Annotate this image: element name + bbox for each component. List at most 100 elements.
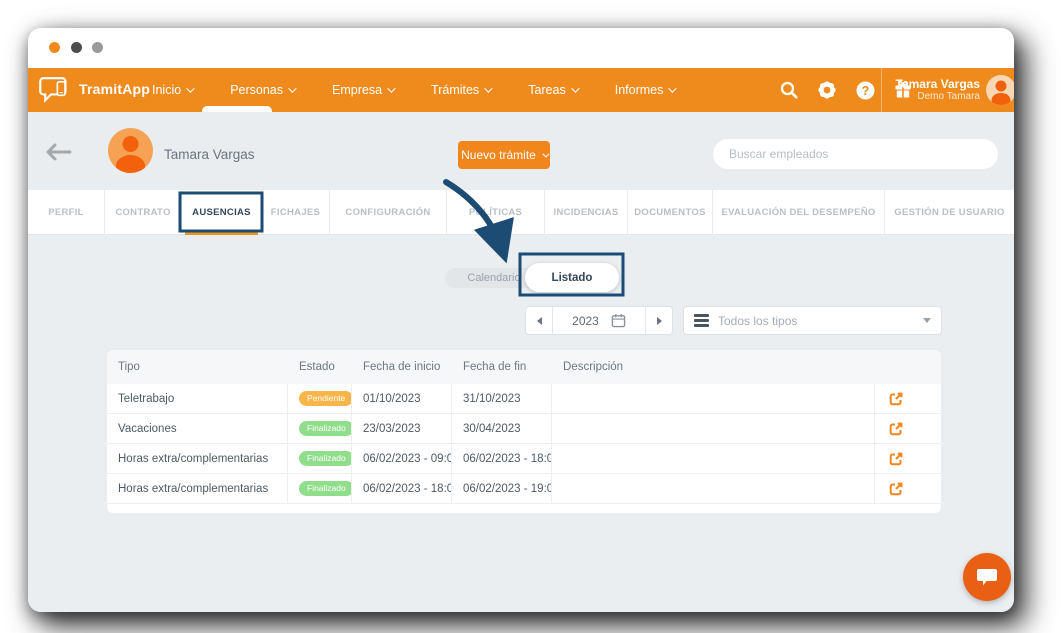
cell-estado: Finalizado bbox=[288, 474, 352, 503]
chevron-down-icon bbox=[668, 84, 678, 93]
cell-actions bbox=[875, 444, 941, 473]
year-selector: 2023 bbox=[525, 306, 673, 335]
employee-search-input[interactable] bbox=[713, 139, 998, 169]
tab-politicas[interactable]: POLÍTICAS bbox=[447, 190, 545, 235]
cell-fecha-inicio: 01/10/2023 bbox=[352, 384, 452, 413]
profile-tab-bar: PERFIL CONTRATO AUSENCIAS FICHAJES CONFI… bbox=[28, 190, 1014, 235]
left-triangle-icon bbox=[536, 316, 542, 325]
cell-actions bbox=[875, 474, 941, 503]
user-avatar[interactable] bbox=[986, 75, 1014, 105]
column-header-fecha-inicio: Fecha de inicio bbox=[363, 361, 441, 373]
profile-header: Tamara Vargas Nuevo trámite bbox=[28, 112, 1014, 190]
tab-configuracion[interactable]: CONFIGURACIÓN bbox=[330, 190, 447, 235]
cell-fecha-fin: 06/02/2023 - 18:00 bbox=[452, 444, 552, 473]
cell-tipo: Vacaciones bbox=[107, 414, 288, 443]
chat-bubble-icon bbox=[977, 569, 997, 586]
previous-year-button[interactable] bbox=[526, 307, 553, 334]
open-detail-icon[interactable] bbox=[888, 481, 904, 497]
open-detail-icon[interactable] bbox=[888, 451, 904, 467]
back-arrow-icon[interactable] bbox=[44, 142, 72, 167]
cell-tipo: Teletrabajo bbox=[107, 384, 288, 413]
cell-descripcion bbox=[552, 384, 875, 413]
chevron-down-icon bbox=[387, 84, 396, 93]
app-window: TramitApp Inicio Personas Empresa Trámit… bbox=[28, 28, 1014, 612]
gift-icon[interactable] bbox=[892, 79, 914, 101]
user-name: Tamara Vargas bbox=[895, 77, 981, 91]
chat-widget-button[interactable] bbox=[963, 553, 1011, 601]
navbar-icons: ? bbox=[778, 68, 914, 112]
tab-documentos[interactable]: DOCUMENTOS bbox=[628, 190, 713, 235]
status-badge: Finalizado bbox=[299, 421, 351, 436]
table-header-row: Tipo Estado Fecha de inicio Fecha de fin… bbox=[107, 350, 941, 384]
tab-perfil[interactable]: PERFIL bbox=[28, 190, 105, 235]
table-row: Teletrabajo Pendiente 01/10/2023 31/10/2… bbox=[107, 384, 941, 414]
column-header-estado: Estado bbox=[299, 361, 335, 373]
right-triangle-icon bbox=[656, 316, 662, 325]
gear-icon[interactable] bbox=[816, 79, 838, 101]
cell-fecha-inicio: 23/03/2023 bbox=[352, 414, 452, 443]
type-filter-dropdown[interactable]: Todos los tipos bbox=[683, 306, 942, 335]
cell-estado: Finalizado bbox=[288, 444, 352, 473]
cell-estado: Finalizado bbox=[288, 414, 352, 443]
tab-evaluacion-desempeno[interactable]: EVALUACIÓN DEL DESEMPEÑO bbox=[713, 190, 885, 235]
tramitapp-logo[interactable]: TramitApp bbox=[38, 73, 150, 105]
absences-table: Tipo Estado Fecha de inicio Fecha de fin… bbox=[107, 350, 941, 513]
status-badge: Pendiente bbox=[299, 391, 351, 406]
type-filter-value: Todos los tipos bbox=[718, 313, 798, 328]
cell-fecha-fin: 06/02/2023 - 19:00 bbox=[452, 474, 552, 503]
cell-actions bbox=[875, 384, 941, 413]
menu-item-informes[interactable]: Informes bbox=[611, 68, 679, 112]
main-navbar: TramitApp Inicio Personas Empresa Trámit… bbox=[28, 68, 1014, 112]
user-menu[interactable]: Tamara Vargas Demo Tamara bbox=[880, 68, 981, 112]
menu-item-tareas[interactable]: Tareas bbox=[524, 68, 581, 112]
cell-estado: Pendiente bbox=[288, 384, 352, 413]
cell-descripcion bbox=[552, 444, 875, 473]
tab-ausencias[interactable]: AUSENCIAS bbox=[182, 190, 262, 235]
table-row: Horas extra/complementarias Finalizado 0… bbox=[107, 474, 941, 504]
chevron-down-icon bbox=[570, 84, 580, 93]
new-procedure-button[interactable]: Nuevo trámite bbox=[458, 141, 550, 169]
open-detail-icon[interactable] bbox=[888, 421, 904, 437]
status-badge: Finalizado bbox=[299, 481, 351, 496]
chevron-down-icon bbox=[484, 84, 493, 93]
column-header-descripcion: Descripción bbox=[563, 361, 624, 373]
next-year-button[interactable] bbox=[645, 307, 672, 334]
table-row: Vacaciones Finalizado 23/03/2023 30/04/2… bbox=[107, 414, 941, 444]
window-maximize-button[interactable] bbox=[92, 42, 103, 53]
logo-text: TramitApp bbox=[79, 81, 151, 97]
menu-item-inicio[interactable]: Inicio bbox=[148, 68, 196, 112]
menu-item-tramites[interactable]: Trámites bbox=[427, 68, 494, 112]
active-menu-indicator bbox=[202, 106, 272, 112]
column-header-fecha-fin: Fecha de fin bbox=[463, 361, 527, 373]
window-titlebar bbox=[28, 28, 1014, 68]
cell-tipo: Horas extra/complementarias bbox=[107, 474, 288, 503]
calendar-icon bbox=[611, 314, 626, 328]
list-view-button[interactable]: Listado bbox=[525, 263, 619, 292]
filter-list-icon bbox=[694, 314, 709, 327]
speech-bubble-logo-icon bbox=[39, 77, 67, 103]
user-subtitle: Demo Tamara bbox=[917, 91, 980, 102]
tab-contrato[interactable]: CONTRATO bbox=[105, 190, 182, 235]
tab-incidencias[interactable]: INCIDENCIAS bbox=[545, 190, 628, 235]
help-icon[interactable]: ? bbox=[854, 79, 876, 101]
chevron-down-icon bbox=[186, 84, 195, 93]
window-close-button[interactable] bbox=[49, 42, 60, 53]
search-icon[interactable] bbox=[778, 79, 800, 101]
tab-gestion-usuario[interactable]: GESTIÓN DE USUARIO bbox=[894, 207, 1005, 218]
open-detail-icon[interactable] bbox=[888, 391, 904, 407]
main-menu: Inicio Personas Empresa Trámites Tareas … bbox=[148, 68, 678, 112]
employee-avatar bbox=[108, 128, 153, 173]
cell-fecha-fin: 30/04/2023 bbox=[452, 414, 552, 443]
cell-descripcion bbox=[552, 474, 875, 503]
column-header-actions bbox=[875, 350, 941, 384]
table-row: Horas extra/complementarias Finalizado 0… bbox=[107, 444, 941, 474]
cell-fecha-inicio: 06/02/2023 - 09:00 bbox=[352, 444, 452, 473]
column-header-tipo: Tipo bbox=[118, 361, 140, 373]
tab-fichajes[interactable]: FICHAJES bbox=[262, 190, 330, 235]
chevron-down-icon bbox=[288, 84, 297, 93]
year-display[interactable]: 2023 bbox=[553, 307, 645, 334]
menu-item-personas[interactable]: Personas bbox=[226, 68, 298, 112]
svg-text:?: ? bbox=[861, 84, 869, 98]
menu-item-empresa[interactable]: Empresa bbox=[328, 68, 397, 112]
window-minimize-button[interactable] bbox=[71, 42, 82, 53]
